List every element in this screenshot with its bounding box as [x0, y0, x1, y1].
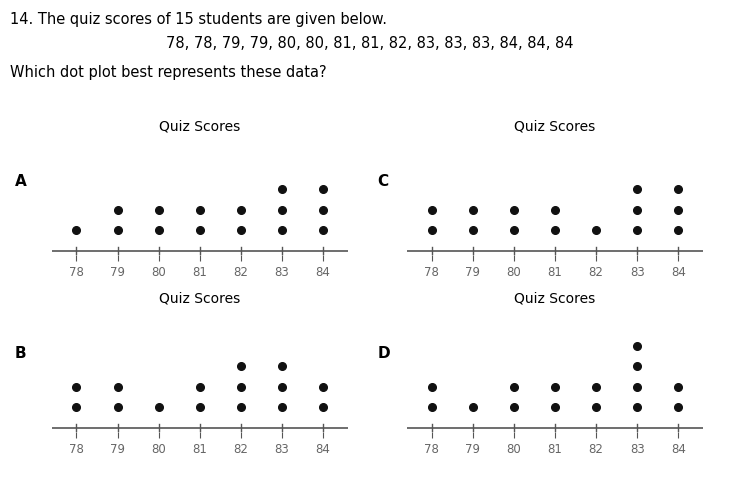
- Text: 78, 78, 79, 79, 80, 80, 81, 81, 82, 83, 83, 83, 84, 84, 84: 78, 78, 79, 79, 80, 80, 81, 81, 82, 83, …: [166, 36, 574, 51]
- Text: C: C: [377, 174, 389, 189]
- Text: D: D: [377, 346, 390, 361]
- Text: Which dot plot best represents these data?: Which dot plot best represents these dat…: [10, 65, 326, 79]
- Text: 14. The quiz scores of 15 students are given below.: 14. The quiz scores of 15 students are g…: [10, 12, 386, 27]
- Text: Quiz Scores: Quiz Scores: [159, 120, 240, 134]
- Text: B: B: [15, 346, 27, 361]
- Text: Quiz Scores: Quiz Scores: [159, 292, 240, 306]
- Text: Quiz Scores: Quiz Scores: [514, 292, 596, 306]
- Text: Quiz Scores: Quiz Scores: [514, 120, 596, 134]
- Text: A: A: [15, 174, 27, 189]
